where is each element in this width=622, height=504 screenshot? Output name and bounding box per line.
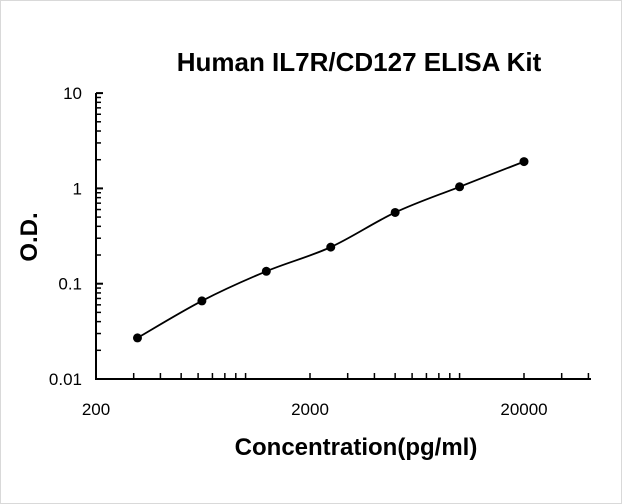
- chart-title: Human IL7R/CD127 ELISA Kit: [177, 47, 542, 77]
- y-axis-label: O.D.: [16, 212, 43, 261]
- x-tick-label: 200: [82, 400, 110, 419]
- plot-area: [132, 157, 529, 343]
- data-point: [390, 207, 400, 217]
- y-tick-label: 10: [63, 84, 82, 103]
- y-tick-label: 1: [73, 179, 82, 198]
- data-point: [132, 333, 142, 343]
- data-point: [455, 182, 465, 192]
- x-tick-label: 2000: [291, 400, 329, 419]
- x-axis-label: Concentration(pg/ml): [235, 434, 478, 461]
- y-tick-label: 0.01: [49, 370, 82, 389]
- x-tick-label: 20000: [500, 400, 547, 419]
- data-point: [197, 296, 207, 306]
- data-point: [519, 157, 529, 167]
- data-point: [261, 266, 271, 276]
- y-tick-label: 0.1: [58, 275, 82, 294]
- data-point: [326, 242, 336, 252]
